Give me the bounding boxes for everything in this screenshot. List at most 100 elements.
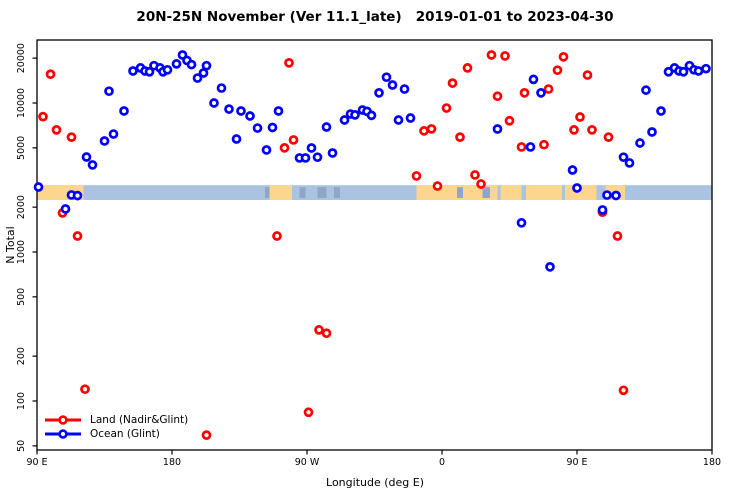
data-point-ocean: [618, 152, 629, 163]
ocean-series-marker-icon: [45, 429, 81, 439]
data-point-land: [66, 132, 77, 142]
data-point-ocean: [312, 152, 323, 163]
x-tick-label: 90 E: [26, 457, 47, 468]
data-point-ocean: [350, 110, 360, 120]
data-point-land: [492, 91, 503, 102]
data-point-ocean: [33, 182, 44, 192]
data-point-ocean: [72, 190, 83, 201]
data-point-land: [279, 143, 290, 153]
y-tick-label: 50: [16, 440, 27, 452]
map-strip-land-segment: [269, 185, 292, 201]
y-tick-label: 500: [16, 288, 27, 306]
data-point-land: [284, 57, 294, 68]
map-strip-land-segment: [526, 185, 562, 201]
data-point-land: [558, 52, 569, 62]
data-point-land: [80, 384, 90, 395]
map-strip-shoal-segment: [317, 187, 327, 199]
y-tick-label: 20000: [16, 43, 27, 73]
data-point-land: [476, 179, 486, 189]
data-point-ocean: [224, 104, 234, 114]
data-point-ocean: [119, 106, 129, 116]
y-tick-label: 100: [16, 392, 27, 410]
data-point-ocean: [300, 153, 311, 163]
data-point-land: [618, 385, 629, 396]
data-point-ocean: [252, 123, 263, 133]
data-point-ocean: [602, 190, 612, 200]
data-point-land: [272, 231, 282, 241]
data-point-ocean: [528, 74, 539, 85]
data-point-ocean: [216, 83, 227, 93]
data-point-ocean: [387, 80, 398, 90]
data-point-ocean: [128, 66, 138, 76]
data-point-land: [314, 325, 324, 335]
data-point-ocean: [641, 85, 651, 95]
data-point-ocean: [60, 204, 71, 214]
data-point-land: [201, 430, 212, 440]
data-point-land: [575, 112, 585, 122]
data-point-ocean: [186, 59, 197, 70]
data-point-land: [603, 132, 614, 142]
data-point-ocean: [261, 145, 272, 155]
plot-border: [36, 39, 713, 451]
data-point-land: [569, 125, 579, 135]
data-point-ocean: [99, 136, 110, 146]
data-point-ocean: [572, 183, 582, 193]
data-point-ocean: [273, 106, 284, 116]
x-tick-label: 90 W: [295, 457, 320, 468]
data-point-ocean: [236, 106, 246, 116]
data-point-ocean: [108, 129, 119, 139]
legend-label-land: Land (Nadir&Glint): [90, 414, 189, 426]
map-strip-shoal-segment: [482, 187, 490, 199]
data-point-ocean: [656, 106, 666, 116]
chart-legend: Land (Nadir&Glint) Ocean (Glint): [44, 413, 188, 441]
data-point-ocean: [635, 138, 645, 148]
data-point-ocean: [321, 122, 332, 132]
data-point-land: [539, 139, 549, 150]
data-point-ocean: [209, 98, 219, 108]
data-point-land: [470, 170, 480, 180]
land-series-marker-icon: [45, 415, 81, 425]
data-point-ocean: [162, 64, 173, 75]
y-tick-label: 5000: [16, 136, 27, 160]
data-point-land: [419, 126, 429, 136]
data-point-land: [612, 231, 623, 241]
data-point-ocean: [192, 73, 203, 83]
data-point-ocean: [545, 261, 555, 272]
y-tick-label: 2000: [16, 195, 27, 219]
data-point-land: [504, 115, 515, 126]
data-point-ocean: [104, 86, 114, 97]
data-point-ocean: [536, 87, 546, 98]
y-tick-label: 1000: [16, 240, 27, 264]
map-strip-shoal-segment: [457, 187, 463, 199]
data-point-land: [411, 171, 422, 181]
legend-item-land: Land (Nadir&Glint): [44, 413, 188, 427]
data-point-land: [462, 63, 473, 73]
data-point-ocean: [81, 152, 92, 162]
legend-label-ocean: Ocean (Glint): [90, 428, 160, 440]
data-point-ocean: [374, 87, 384, 98]
data-point-land: [447, 78, 458, 88]
data-point-land: [441, 103, 452, 113]
data-point-ocean: [381, 72, 392, 83]
data-point-land: [38, 111, 48, 122]
data-point-ocean: [201, 60, 212, 71]
data-point-land: [321, 328, 332, 339]
y-tick-label: 200: [16, 347, 27, 365]
y-tick-label: 10000: [16, 88, 27, 118]
data-point-ocean: [144, 66, 155, 77]
data-point-land: [51, 125, 62, 135]
data-point-ocean: [87, 160, 98, 170]
data-point-ocean: [198, 68, 209, 78]
data-point-ocean: [611, 190, 621, 201]
x-tick-label: 180: [163, 457, 181, 468]
data-point-land: [516, 142, 527, 152]
data-point-land: [426, 124, 437, 134]
data-point-ocean: [597, 205, 608, 215]
data-point-land: [288, 135, 299, 145]
data-point-ocean: [267, 122, 278, 133]
data-point-land: [587, 125, 597, 135]
map-strip-shoal-segment: [334, 187, 340, 199]
data-point-land: [72, 231, 83, 241]
